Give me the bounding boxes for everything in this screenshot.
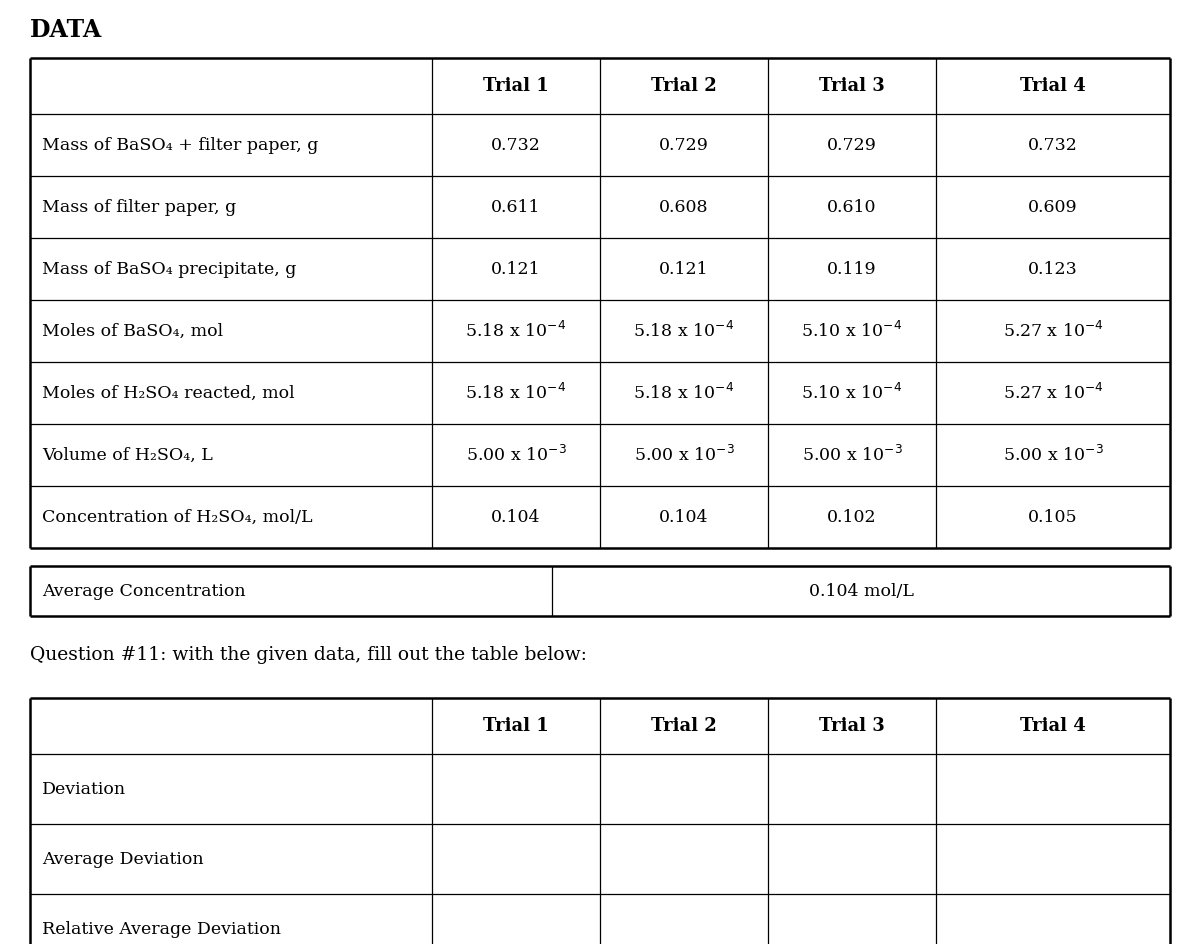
Text: Mass of BaSO₄ + filter paper, g: Mass of BaSO₄ + filter paper, g [42,137,318,154]
Text: Trial 1: Trial 1 [484,717,548,735]
Text: 0.105: 0.105 [1028,509,1078,526]
Text: 5.10 x 10$^{-4}$: 5.10 x 10$^{-4}$ [802,383,902,403]
Text: 5.18 x 10$^{-4}$: 5.18 x 10$^{-4}$ [634,321,734,341]
Text: 5.00 x 10$^{-3}$: 5.00 x 10$^{-3}$ [466,445,566,465]
Text: 0.119: 0.119 [827,261,877,278]
Text: Trial 4: Trial 4 [1020,717,1086,735]
Text: Moles of H₂SO₄ reacted, mol: Moles of H₂SO₄ reacted, mol [42,384,295,401]
Text: 0.729: 0.729 [827,137,877,154]
Text: 0.102: 0.102 [827,509,877,526]
Text: 5.18 x 10$^{-4}$: 5.18 x 10$^{-4}$ [466,321,566,341]
Text: Mass of filter paper, g: Mass of filter paper, g [42,198,236,215]
Text: 0.732: 0.732 [491,137,541,154]
Text: Relative Average Deviation: Relative Average Deviation [42,920,281,937]
Text: 0.121: 0.121 [491,261,541,278]
Text: 0.732: 0.732 [1028,137,1078,154]
Text: 0.121: 0.121 [659,261,709,278]
Text: 5.18 x 10$^{-4}$: 5.18 x 10$^{-4}$ [466,383,566,403]
Text: 0.608: 0.608 [659,198,709,215]
Text: Deviation: Deviation [42,781,126,798]
Text: 5.27 x 10$^{-4}$: 5.27 x 10$^{-4}$ [1003,321,1103,341]
Text: 0.104: 0.104 [659,509,709,526]
Text: 5.18 x 10$^{-4}$: 5.18 x 10$^{-4}$ [634,383,734,403]
Text: Trial 2: Trial 2 [652,77,716,95]
Text: Average Deviation: Average Deviation [42,851,204,868]
Text: Mass of BaSO₄ precipitate, g: Mass of BaSO₄ precipitate, g [42,261,296,278]
Text: Trial 3: Trial 3 [820,717,884,735]
Text: 0.104: 0.104 [491,509,541,526]
Text: Question #11: with the given data, fill out the table below:: Question #11: with the given data, fill … [30,646,587,664]
Text: 0.610: 0.610 [827,198,877,215]
Text: Trial 1: Trial 1 [484,77,548,95]
Text: Average Concentration: Average Concentration [42,582,246,599]
Text: Trial 2: Trial 2 [652,717,716,735]
Text: 0.611: 0.611 [491,198,541,215]
Text: 0.609: 0.609 [1028,198,1078,215]
Text: 0.123: 0.123 [1028,261,1078,278]
Text: 0.104 mol/L: 0.104 mol/L [809,582,913,599]
Text: 5.27 x 10$^{-4}$: 5.27 x 10$^{-4}$ [1003,383,1103,403]
Text: 5.00 x 10$^{-3}$: 5.00 x 10$^{-3}$ [802,445,902,465]
Text: Concentration of H₂SO₄, mol/L: Concentration of H₂SO₄, mol/L [42,509,312,526]
Text: 5.10 x 10$^{-4}$: 5.10 x 10$^{-4}$ [802,321,902,341]
Text: 0.729: 0.729 [659,137,709,154]
Text: 5.00 x 10$^{-3}$: 5.00 x 10$^{-3}$ [634,445,734,465]
Text: Volume of H₂SO₄, L: Volume of H₂SO₄, L [42,447,212,464]
Text: DATA: DATA [30,18,102,42]
Text: Trial 3: Trial 3 [820,77,884,95]
Text: 5.00 x 10$^{-3}$: 5.00 x 10$^{-3}$ [1003,445,1103,465]
Text: Moles of BaSO₄, mol: Moles of BaSO₄, mol [42,323,223,340]
Text: Trial 4: Trial 4 [1020,77,1086,95]
